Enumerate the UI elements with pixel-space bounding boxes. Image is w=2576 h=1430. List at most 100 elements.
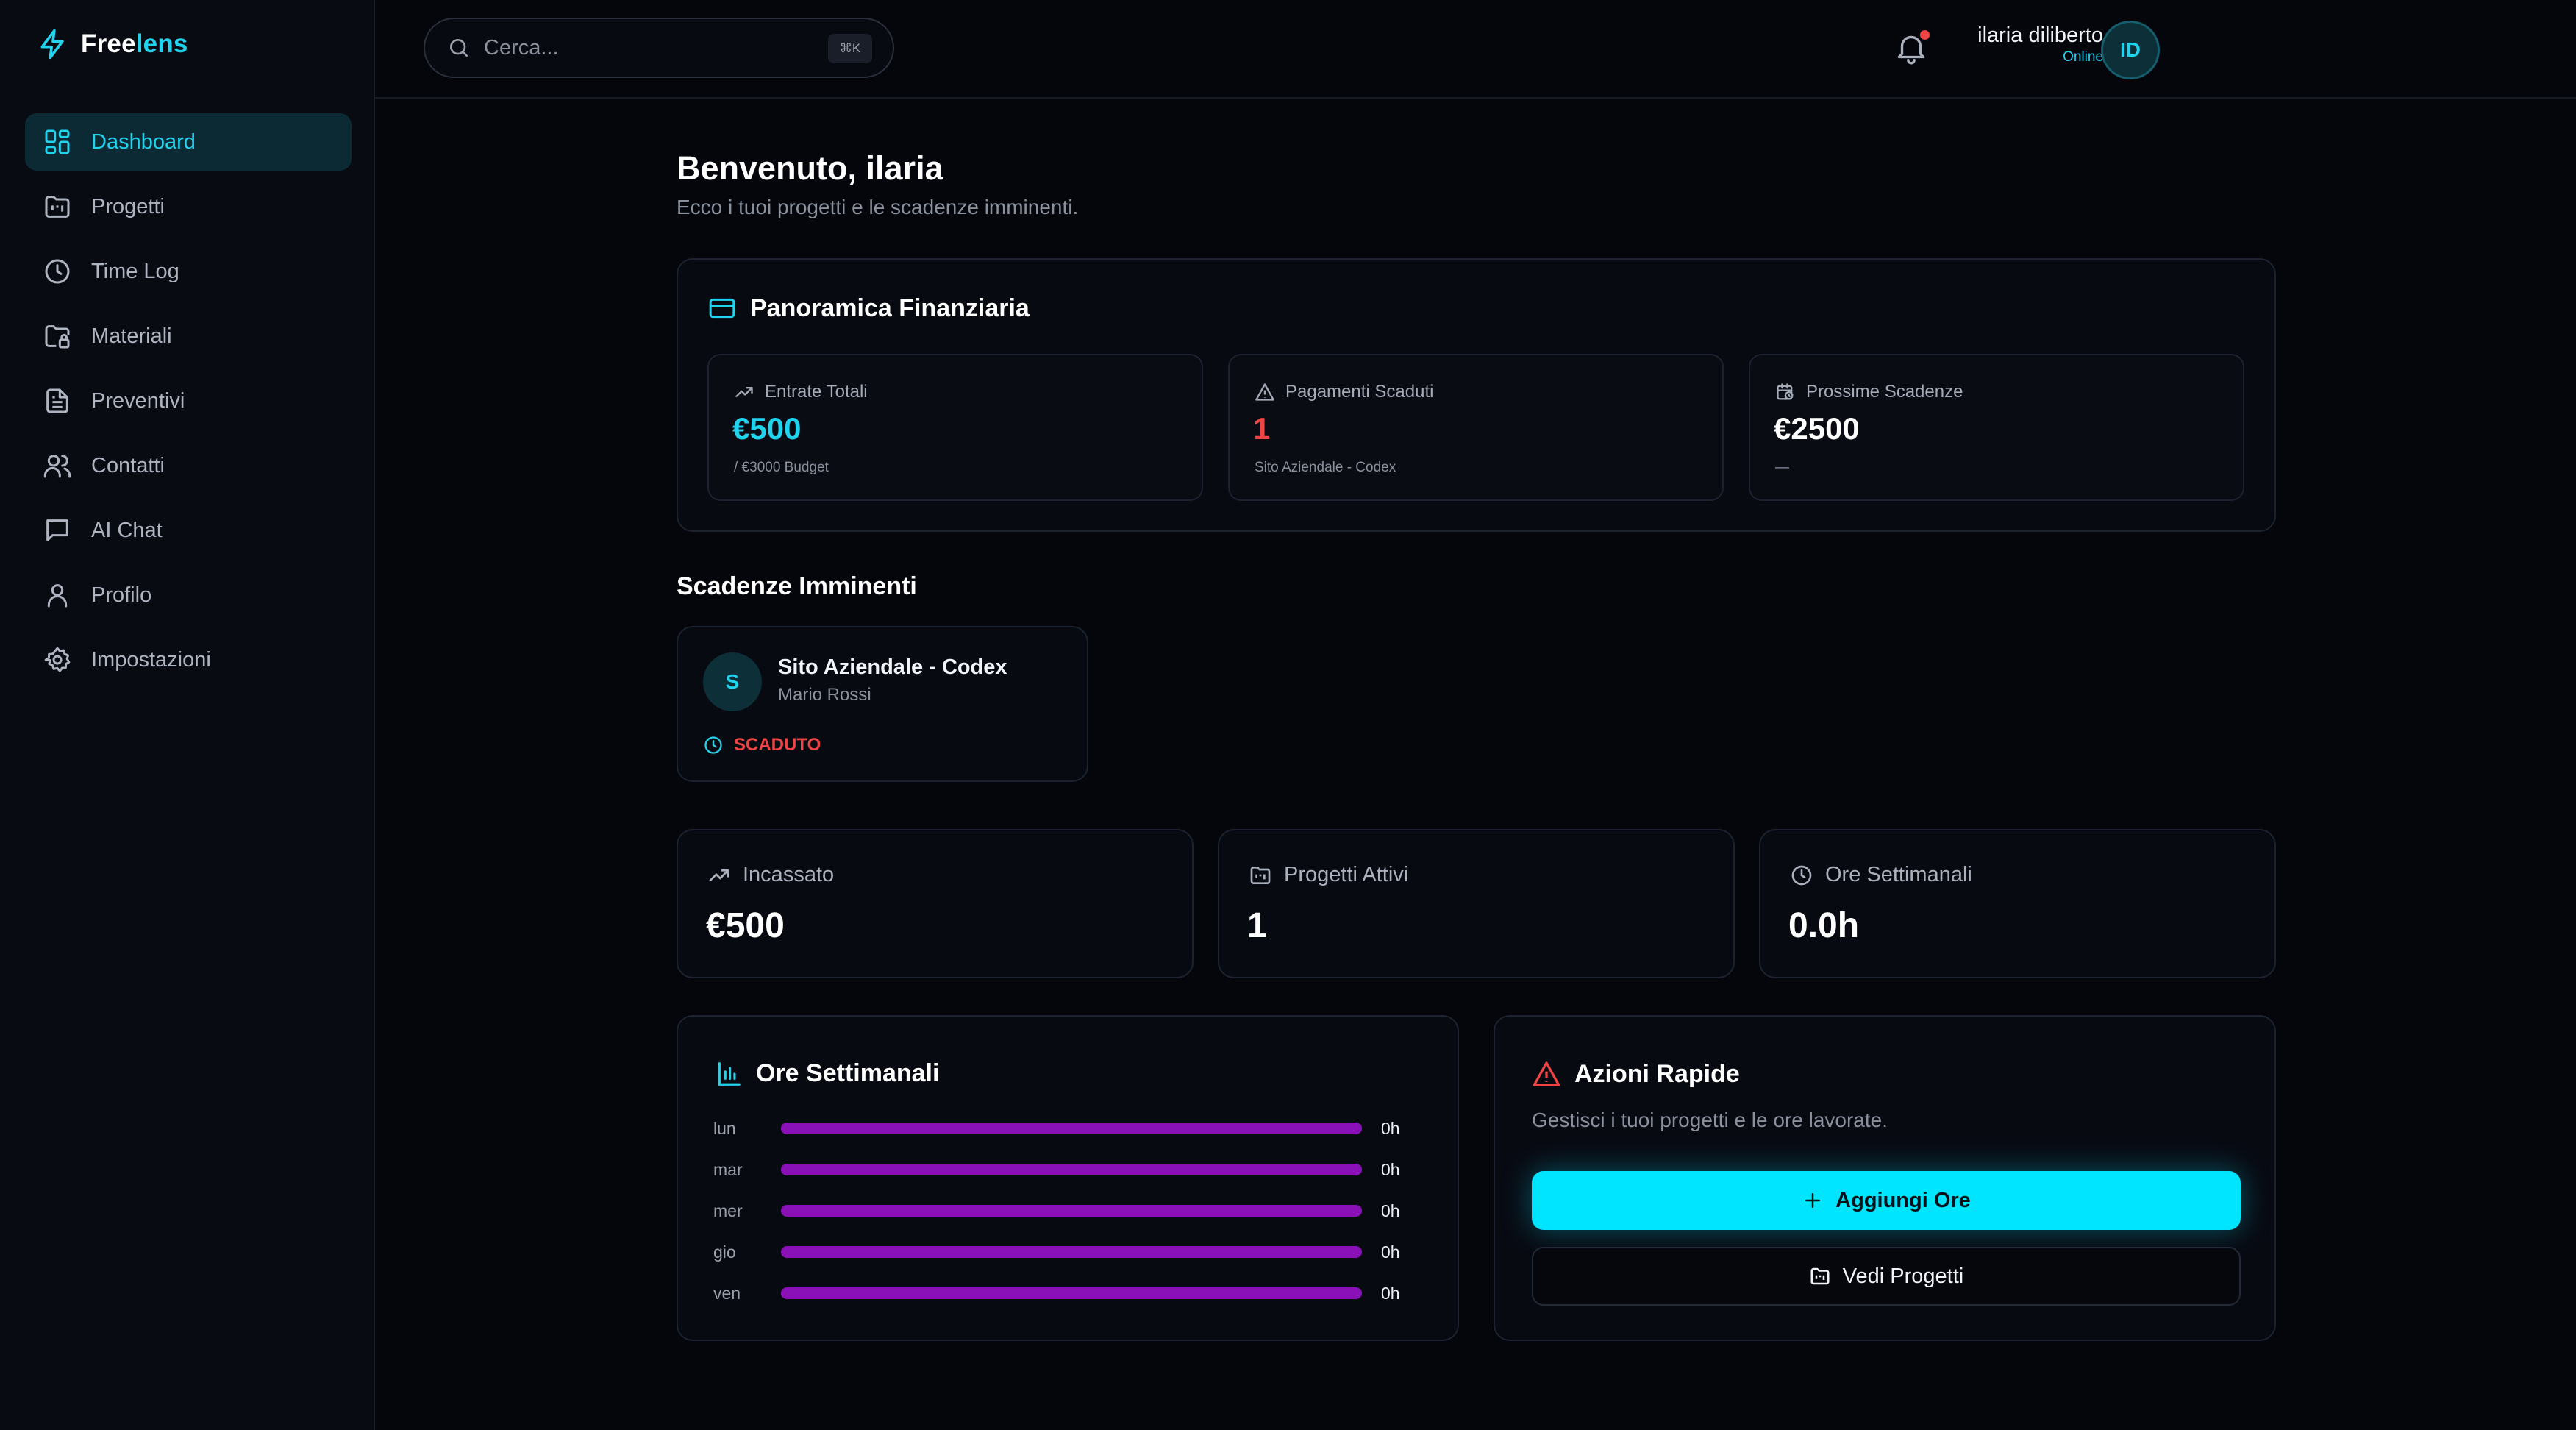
brand-name: Freelens	[81, 29, 188, 58]
finance-value: €2500	[1774, 411, 1860, 446]
sidebar-item-label: AI Chat	[91, 518, 163, 542]
stat-label: Ore Settimanali	[1825, 863, 1972, 886]
search-input[interactable]	[482, 35, 809, 61]
clock-icon	[1790, 864, 1813, 887]
folder-kanban-icon	[1249, 864, 1272, 887]
sidebar-item-dashboard[interactable]: Dashboard	[25, 113, 352, 171]
weekly-hours-day-label: mer	[713, 1200, 743, 1220]
finance-card-prossime-scadenze[interactable]: Prossime Scadenze €2500 —	[1749, 354, 2244, 501]
weekly-hours-row: mer 0h	[713, 1196, 1434, 1226]
weekly-hours-title: Ore Settimanali	[715, 1059, 939, 1088]
weekly-hours-bar	[781, 1164, 1362, 1175]
weekly-hours-bar	[781, 1287, 1362, 1299]
sidebar-item-time-log[interactable]: Time Log	[25, 243, 352, 300]
stat-label: Progetti Attivi	[1284, 863, 1409, 886]
project-name: Sito Aziendale - Codex	[778, 655, 1007, 679]
weekly-hours-row: gio 0h	[713, 1237, 1434, 1267]
weekly-hours-bar	[781, 1205, 1362, 1217]
credit-card-icon	[707, 294, 737, 323]
gear-icon	[43, 645, 72, 675]
user-name: ilaria diliberto	[1977, 24, 2103, 47]
stat-value: €500	[706, 906, 785, 945]
finance-card-entrate[interactable]: Entrate Totali €500 / €3000 Budget	[707, 354, 1203, 501]
financial-overview-title: Panoramica Finanziaria	[707, 294, 1030, 323]
users-icon	[43, 451, 72, 480]
sidebar-item-ai-chat[interactable]: AI Chat	[25, 502, 352, 559]
user-status: Online	[2063, 49, 2103, 65]
weekly-hours-row: mar 0h	[713, 1155, 1434, 1184]
user-icon	[43, 580, 72, 610]
sidebar-item-impostazioni[interactable]: Impostazioni	[25, 631, 352, 689]
weekly-hours-bar	[781, 1123, 1362, 1134]
chat-icon	[43, 516, 72, 545]
folder-lock-icon	[43, 321, 72, 351]
deadlines-title: Scadenze Imminenti	[677, 572, 917, 600]
clock-icon	[703, 735, 724, 755]
finance-label: Pagamenti Scaduti	[1285, 382, 1434, 402]
search-box[interactable]: ⌘K	[424, 18, 894, 78]
stat-label: Incassato	[743, 863, 835, 886]
sidebar-item-label: Progetti	[91, 194, 165, 218]
plus-icon	[1802, 1189, 1824, 1212]
stat-value: 1	[1247, 906, 1267, 945]
avatar[interactable]: ID	[2101, 21, 2160, 79]
trending-up-icon	[707, 864, 731, 887]
sidebar-nav: Dashboard Progetti Time Log Materiali Pr…	[25, 113, 352, 696]
status-badge: SCADUTO	[703, 735, 821, 755]
weekly-hours-day-label: gio	[713, 1242, 736, 1262]
notification-dot	[1920, 30, 1930, 40]
search-shortcut-badge: ⌘K	[828, 34, 872, 63]
sidebar-item-label: Materiali	[91, 324, 172, 348]
sidebar-item-label: Contatti	[91, 453, 165, 477]
weekly-hours-day-label: ven	[713, 1283, 741, 1303]
clock-icon	[43, 257, 72, 286]
weekly-hours-card: Ore Settimanali lun 0h mar 0h mer 0h gio 0h ven 0…	[677, 1015, 1459, 1341]
sidebar-item-progetti[interactable]: Progetti	[25, 178, 352, 235]
sidebar-item-contatti[interactable]: Contatti	[25, 437, 352, 494]
weekly-hours-value: 0h	[1381, 1283, 1400, 1303]
document-icon	[43, 386, 72, 416]
sidebar-item-label: Profilo	[91, 583, 152, 607]
weekly-hours-value: 0h	[1381, 1159, 1400, 1179]
weekly-hours-row: ven 0h	[713, 1278, 1434, 1308]
stat-card-ore-settimanali: Ore Settimanali 0.0h	[1759, 829, 2276, 978]
grid-icon	[43, 127, 72, 157]
page-subtitle: Ecco i tuoi progetti e le scadenze immin…	[677, 196, 1079, 218]
stat-card-progetti-attivi: Progetti Attivi 1	[1218, 829, 1735, 978]
search-icon	[447, 36, 471, 60]
quick-actions-card: Azioni Rapide Gestisci i tuoi progetti e…	[1494, 1015, 2276, 1341]
stat-value: 0.0h	[1788, 906, 1860, 945]
logo[interactable]: Freelens	[37, 28, 188, 60]
bell-icon[interactable]	[1893, 29, 1930, 66]
quick-actions-description: Gestisci i tuoi progetti e le ore lavora…	[1532, 1109, 1888, 1131]
stat-card-incassato: Incassato €500	[677, 829, 1194, 978]
topbar: ⌘K	[375, 0, 2576, 99]
sidebar-item-label: Preventivi	[91, 388, 185, 413]
folder-kanban-icon	[43, 192, 72, 221]
weekly-hours-day-label: lun	[713, 1118, 736, 1138]
sidebar-item-label: Time Log	[91, 259, 179, 283]
sidebar-item-label: Dashboard	[91, 129, 196, 154]
page-title: Benvenuto, ilaria	[677, 149, 943, 187]
finance-label: Entrate Totali	[765, 382, 868, 402]
finance-card-pagamenti-scaduti[interactable]: Pagamenti Scaduti 1 Sito Aziendale - Cod…	[1228, 354, 1724, 501]
sidebar-item-label: Impostazioni	[91, 647, 211, 672]
trending-up-icon	[734, 382, 754, 402]
sidebar-item-preventivi[interactable]: Preventivi	[25, 372, 352, 430]
lightning-icon	[37, 28, 69, 60]
finance-sub: Sito Aziendale - Codex	[1255, 460, 1396, 475]
project-client: Mario Rossi	[778, 685, 871, 705]
deadline-card[interactable]: S Sito Aziendale - Codex Mario Rossi SCA…	[677, 626, 1088, 782]
add-hours-button[interactable]: Aggiungi Ore	[1532, 1171, 2241, 1230]
bar-chart-icon	[715, 1060, 743, 1088]
sidebar-item-profilo[interactable]: Profilo	[25, 566, 352, 624]
user-info[interactable]: ilaria diliberto Online	[1912, 22, 2103, 66]
sidebar: Freelens Dashboard Progetti Time Log Mat…	[0, 0, 375, 1430]
finance-label: Prossime Scadenze	[1806, 382, 1963, 402]
finance-sub: —	[1775, 460, 1789, 475]
view-projects-button[interactable]: Vedi Progetti	[1532, 1247, 2241, 1306]
sidebar-item-materiali[interactable]: Materiali	[25, 307, 352, 365]
folder-kanban-icon	[1809, 1265, 1831, 1287]
warning-icon	[1255, 382, 1275, 402]
project-avatar: S	[703, 652, 762, 711]
